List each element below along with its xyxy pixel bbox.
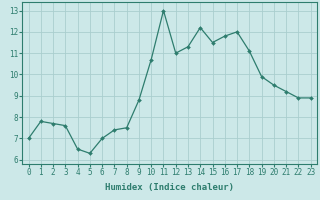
X-axis label: Humidex (Indice chaleur): Humidex (Indice chaleur)	[105, 183, 234, 192]
